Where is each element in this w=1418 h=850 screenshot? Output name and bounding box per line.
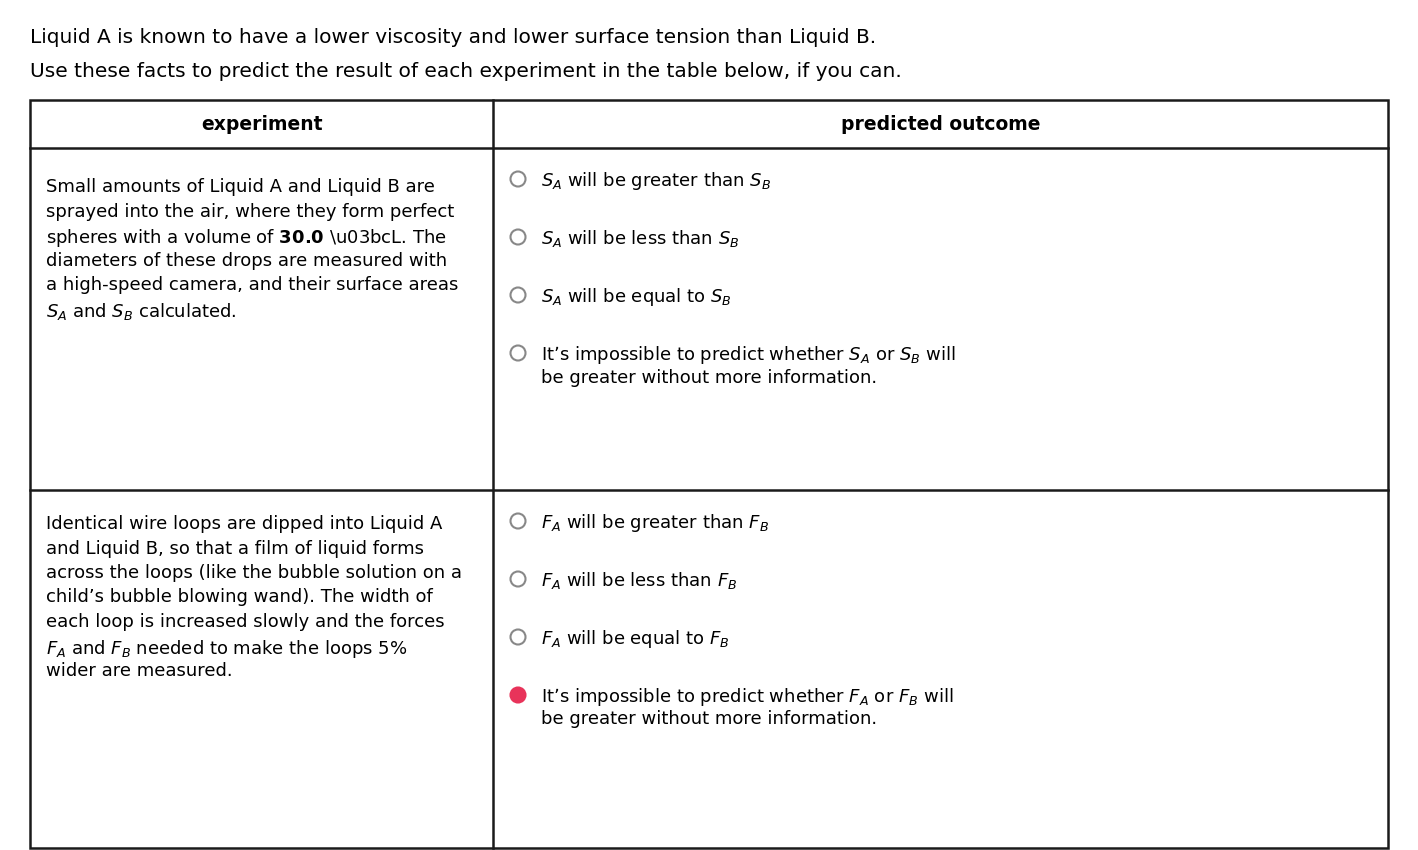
Text: a high-speed camera, and their surface areas: a high-speed camera, and their surface a… (45, 276, 458, 294)
Text: wider are measured.: wider are measured. (45, 662, 233, 680)
Text: It’s impossible to predict whether $S_A$ or $S_B$ will: It’s impossible to predict whether $S_A$… (542, 344, 956, 366)
Text: $F_A$ will be greater than $F_B$: $F_A$ will be greater than $F_B$ (542, 512, 769, 534)
Text: Identical wire loops are dipped into Liquid A: Identical wire loops are dipped into Liq… (45, 515, 442, 533)
Text: $F_A$ and $F_B$ needed to make the loops $5\%$: $F_A$ and $F_B$ needed to make the loops… (45, 638, 407, 660)
Text: be greater without more information.: be greater without more information. (542, 711, 878, 728)
Text: $S_A$ will be greater than $S_B$: $S_A$ will be greater than $S_B$ (542, 170, 771, 192)
Text: spheres with a volume of $\mathbf{30.0}$ \u03bcL. The: spheres with a volume of $\mathbf{30.0}$… (45, 227, 447, 249)
Text: Small amounts of Liquid A and Liquid B are: Small amounts of Liquid A and Liquid B a… (45, 178, 435, 196)
Text: experiment: experiment (201, 115, 322, 133)
Text: be greater without more information.: be greater without more information. (542, 369, 878, 387)
Text: sprayed into the air, where they form perfect: sprayed into the air, where they form pe… (45, 202, 454, 220)
Text: It’s impossible to predict whether $F_A$ or $F_B$ will: It’s impossible to predict whether $F_A$… (542, 686, 953, 708)
Text: $S_A$ will be less than $S_B$: $S_A$ will be less than $S_B$ (542, 228, 739, 249)
Circle shape (510, 688, 526, 702)
Text: diameters of these drops are measured with: diameters of these drops are measured wi… (45, 252, 447, 269)
Text: and Liquid B, so that a film of liquid forms: and Liquid B, so that a film of liquid f… (45, 540, 424, 558)
Text: $S_A$ and $S_B$ calculated.: $S_A$ and $S_B$ calculated. (45, 301, 237, 321)
Text: $F_A$ will be equal to $F_B$: $F_A$ will be equal to $F_B$ (542, 628, 729, 650)
Text: $F_A$ will be less than $F_B$: $F_A$ will be less than $F_B$ (542, 570, 737, 591)
Text: predicted outcome: predicted outcome (841, 115, 1041, 133)
Bar (30, 100, 1388, 848)
Text: across the loops (like the bubble solution on a: across the loops (like the bubble soluti… (45, 564, 462, 582)
Text: Use these facts to predict the result of each experiment in the table below, if : Use these facts to predict the result of… (30, 62, 902, 81)
Text: Liquid A is known to have a lower viscosity and lower surface tension than Liqui: Liquid A is known to have a lower viscos… (30, 28, 876, 47)
Text: child’s bubble blowing wand). The width of: child’s bubble blowing wand). The width … (45, 588, 432, 607)
Text: $S_A$ will be equal to $S_B$: $S_A$ will be equal to $S_B$ (542, 286, 732, 308)
Text: each loop is increased slowly and the forces: each loop is increased slowly and the fo… (45, 613, 445, 631)
